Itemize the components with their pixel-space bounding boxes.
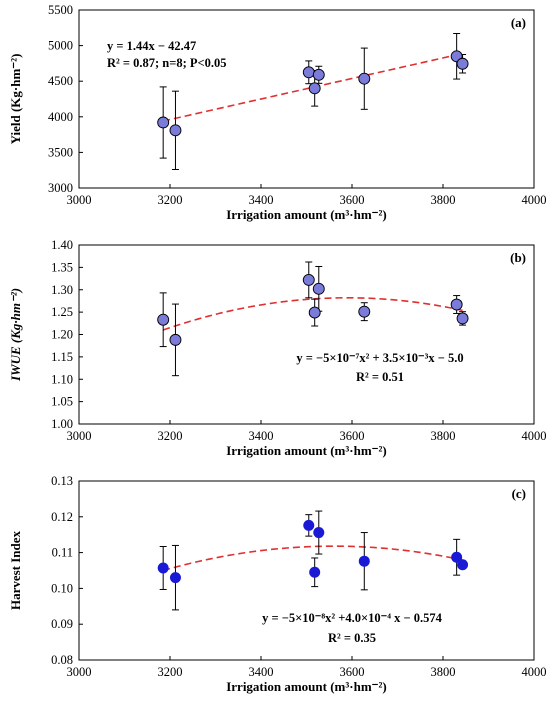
y-tick-label: 1.00 (51, 417, 73, 431)
x-tick-label: 3200 (158, 665, 183, 679)
x-tick-label: 3200 (158, 193, 183, 207)
y-tick-label: 0.13 (51, 474, 73, 488)
x-tick-label: 3600 (340, 665, 365, 679)
data-point (157, 313, 170, 326)
x-axis-label: Irrigation amount (m³·hm⁻²) (226, 679, 387, 694)
equation-line: R² = 0.51 (356, 370, 404, 384)
y-tick-label: 4500 (48, 74, 73, 88)
y-tick-label: 1.05 (51, 395, 73, 409)
data-point (358, 305, 371, 318)
x-tick-label: 4000 (522, 665, 547, 679)
y-tick-label: 1.15 (51, 350, 73, 364)
y-tick-label: 4000 (48, 110, 73, 124)
plot-frame (78, 9, 535, 189)
y-axis-label: Harvest Index (8, 530, 23, 610)
y-tick-label: 1.30 (51, 283, 73, 297)
y-tick-label: 1.20 (51, 328, 73, 342)
x-axis-label: Irrigation amount (m³·hm⁻²) (226, 443, 387, 458)
x-tick-label: 3600 (340, 429, 365, 443)
x-axis-label: Irrigation amount (m³·hm⁻²) (226, 207, 387, 222)
panel-label: (c) (512, 486, 526, 501)
data-point (309, 566, 321, 578)
data-point (457, 559, 469, 571)
y-tick-label: 1.40 (51, 238, 73, 252)
data-point (169, 124, 182, 137)
data-point (157, 562, 169, 574)
y-tick-label: 3000 (48, 181, 73, 195)
x-tick-label: 4000 (522, 193, 547, 207)
data-point (308, 306, 321, 319)
data-point (456, 57, 469, 70)
x-tick-label: 3800 (431, 193, 456, 207)
x-tick-label: 3400 (249, 429, 274, 443)
x-tick-label: 3400 (249, 193, 274, 207)
y-tick-label: 1.35 (51, 260, 73, 274)
x-tick-label: 3200 (158, 429, 183, 443)
data-point (308, 82, 321, 95)
equation-line: y = −5×10⁻⁸x² +4.0×10⁻⁴ x − 0.574 (262, 611, 442, 625)
x-tick-label: 4000 (522, 429, 547, 443)
data-point (302, 273, 315, 286)
plot-frame (78, 244, 535, 425)
plot-frame (78, 480, 535, 661)
data-point (169, 333, 182, 346)
y-tick-label: 0.12 (51, 510, 73, 524)
equation-line: R² = 0.35 (328, 631, 376, 645)
data-point (157, 116, 170, 129)
data-point (312, 68, 325, 81)
x-tick-label: 3000 (67, 193, 92, 207)
y-axis-label: Yield (Kg·hm⁻²) (8, 54, 23, 145)
x-tick-label: 3400 (249, 665, 274, 679)
data-point (169, 572, 181, 584)
equation-line: y = 1.44x − 42.47 (107, 39, 196, 53)
y-tick-label: 0.09 (51, 617, 73, 631)
y-tick-label: 1.25 (51, 305, 73, 319)
panel-c: 3000 3200 3400 3600 3800 4000 0.08 0.09 0.10 0.11… (8, 474, 547, 694)
fit-curve (162, 297, 464, 331)
x-tick-label: 3600 (340, 193, 365, 207)
y-tick-label: 5000 (48, 39, 73, 53)
y-tick-label: 5500 (48, 3, 73, 17)
y-tick-label: 3500 (48, 145, 73, 159)
y-tick-label: 1.10 (51, 372, 73, 386)
data-point (313, 527, 325, 539)
data-point (450, 298, 463, 311)
fit-curve (162, 54, 457, 122)
panel-label: (b) (510, 250, 526, 265)
data-point (358, 555, 370, 567)
equation-line: y = −5×10⁻⁷x² + 3.5×10⁻³x − 5.0 (296, 351, 463, 365)
data-point (312, 282, 325, 295)
panel-a: 3000 3200 3400 3600 3800 4000 3000 3500 4000 4500… (8, 3, 547, 222)
data-point (456, 312, 469, 325)
data-point (358, 72, 371, 85)
x-tick-label: 3000 (67, 429, 92, 443)
data-point (303, 519, 315, 531)
data-point (451, 551, 463, 563)
y-tick-label: 0.10 (51, 581, 73, 595)
data-point (302, 66, 315, 79)
y-tick-label: 0.08 (51, 653, 73, 667)
y-axis-label: IWUE (Kg·hm⁻²) (8, 288, 23, 382)
x-tick-label: 3800 (431, 665, 456, 679)
x-tick-label: 3800 (431, 429, 456, 443)
panel-b: 3000 3200 3400 3600 3800 4000 1.00 1.05 1.10 1.15… (8, 238, 547, 458)
panel-label: (a) (511, 15, 526, 30)
equation-line: R² = 0.87; n=8; P<0.05 (107, 56, 227, 70)
y-tick-label: 0.11 (52, 546, 73, 560)
x-tick-label: 3000 (67, 665, 92, 679)
